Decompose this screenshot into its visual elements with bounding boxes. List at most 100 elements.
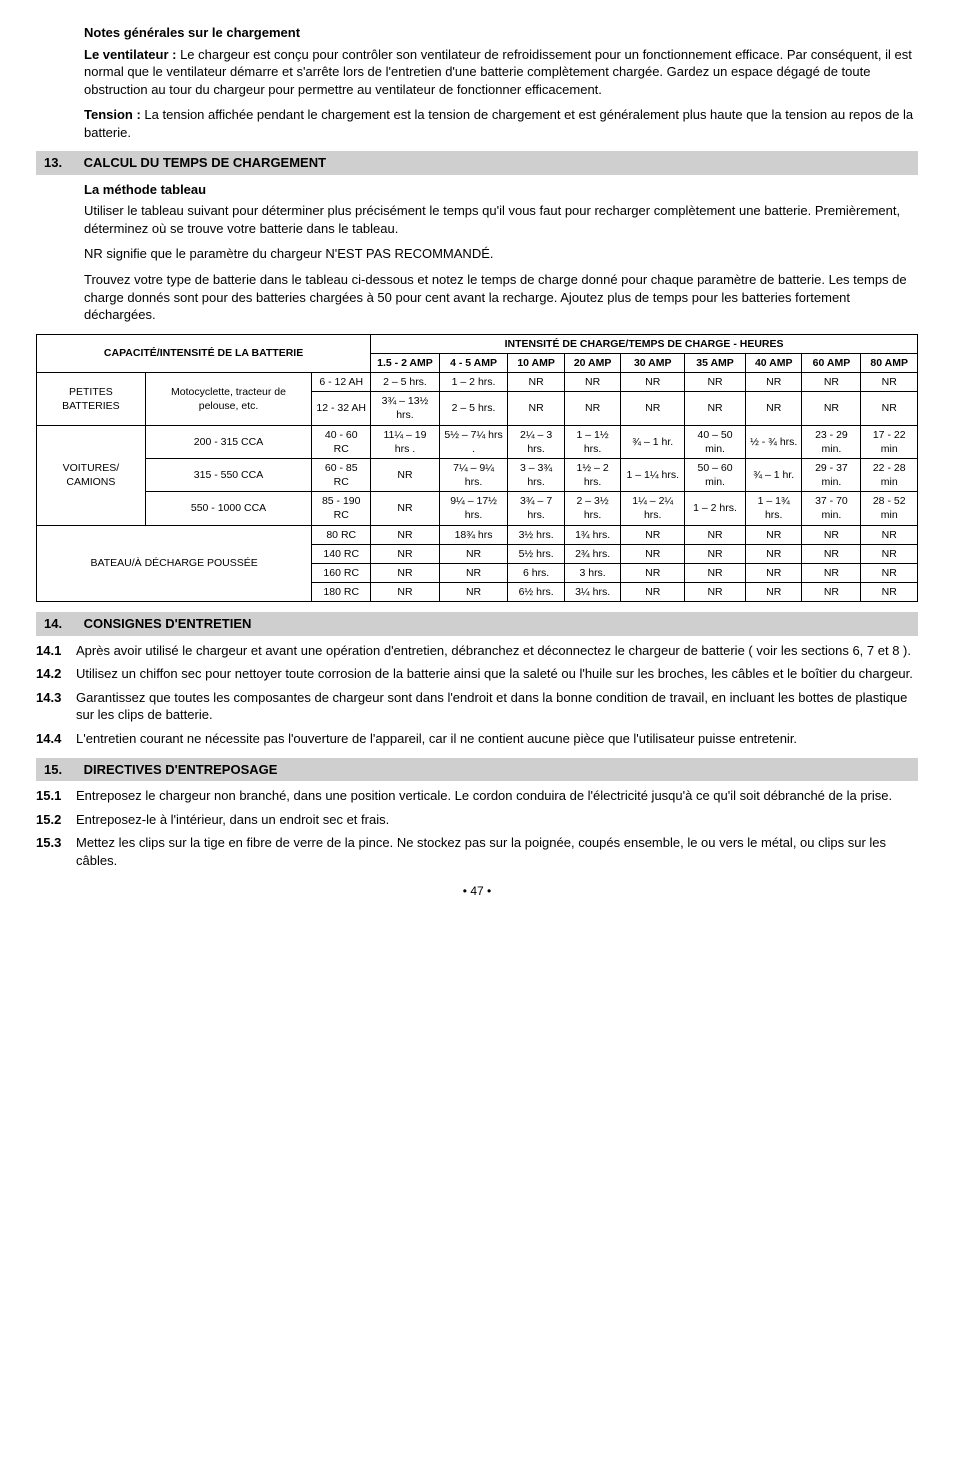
data-cell: 7¼ – 9¼ hrs. <box>439 458 508 491</box>
sec15-title: DIRECTIVES D'ENTREPOSAGE <box>84 762 278 777</box>
sec15-items: 15.1Entreposez le chargeur non branché, … <box>36 787 918 869</box>
data-cell: NR <box>861 373 918 392</box>
data-cell: 22 - 28 min <box>861 458 918 491</box>
page-number: • 47 • <box>36 883 918 899</box>
amp-header-cell: 1.5 - 2 AMP <box>371 353 440 372</box>
numbered-item: 14.2Utilisez un chiffon sec pour nettoye… <box>36 665 918 683</box>
sec13-body: La méthode tableau Utiliser le tableau s… <box>84 181 918 324</box>
data-cell: NR <box>564 373 621 392</box>
rc-cell: 140 RC <box>312 544 371 563</box>
group-petites: PETITES BATTERIES <box>37 373 146 426</box>
data-cell: NR <box>861 544 918 563</box>
data-cell: 9¼ – 17½ hrs. <box>439 492 508 525</box>
data-cell: NR <box>508 392 565 425</box>
data-cell: 11¼ – 19 hrs . <box>371 425 440 458</box>
data-cell: 3 hrs. <box>564 563 621 582</box>
group-voitures: VOITURES/ CAMIONS <box>37 425 146 525</box>
data-cell: 1¼ – 2¼ hrs. <box>621 492 685 525</box>
notes-block: Notes générales sur le chargement Le ven… <box>84 24 918 141</box>
rating-cell: 200 - 315 CCA <box>145 425 312 458</box>
data-cell: NR <box>439 544 508 563</box>
item-number: 14.3 <box>36 689 76 724</box>
data-cell: NR <box>621 525 685 544</box>
data-cell: NR <box>685 525 746 544</box>
data-cell: NR <box>564 392 621 425</box>
numbered-item: 15.2Entreposez-le à l'intérieur, dans un… <box>36 811 918 829</box>
amp-header-cell: 35 AMP <box>685 353 746 372</box>
item-number: 14.2 <box>36 665 76 683</box>
table-row: VOITURES/ CAMIONS 200 - 315 CCA 40 - 60 … <box>37 425 918 458</box>
item-number: 15.2 <box>36 811 76 829</box>
data-cell: NR <box>621 544 685 563</box>
data-cell: NR <box>802 583 861 602</box>
data-cell: 37 - 70 min. <box>802 492 861 525</box>
data-cell: 5½ hrs. <box>508 544 565 563</box>
sec13-title: CALCUL DU TEMPS DE CHARGEMENT <box>84 155 326 170</box>
sec15-num: 15. <box>44 761 80 779</box>
item-text: Entreposez le chargeur non branché, dans… <box>76 787 918 805</box>
data-cell: NR <box>621 563 685 582</box>
rc-cell: 60 - 85 RC <box>312 458 371 491</box>
data-cell: NR <box>802 392 861 425</box>
data-cell: NR <box>508 373 565 392</box>
data-cell: 2¾ hrs. <box>564 544 621 563</box>
notes-p2: Tension : La tension affichée pendant le… <box>84 106 918 141</box>
data-cell: NR <box>802 563 861 582</box>
item-number: 15.3 <box>36 834 76 869</box>
rating-cell: 6 - 12 AH <box>312 373 371 392</box>
data-cell: 28 - 52 min <box>861 492 918 525</box>
item-text: Mettez les clips sur la tige en fibre de… <box>76 834 918 869</box>
data-cell: 3¾ – 13½ hrs. <box>371 392 440 425</box>
data-cell: NR <box>371 492 440 525</box>
numbered-item: 15.3Mettez les clips sur la tige en fibr… <box>36 834 918 869</box>
data-cell: 3 – 3¾ hrs. <box>508 458 565 491</box>
data-cell: NR <box>745 563 802 582</box>
numbered-item: 15.1Entreposez le chargeur non branché, … <box>36 787 918 805</box>
data-cell: NR <box>371 458 440 491</box>
data-cell: 1 – 1¾ hrs. <box>745 492 802 525</box>
data-cell: 1½ – 2 hrs. <box>564 458 621 491</box>
rating-cell: 315 - 550 CCA <box>145 458 312 491</box>
data-cell: NR <box>685 563 746 582</box>
section-13-bar: 13. CALCUL DU TEMPS DE CHARGEMENT <box>36 151 918 175</box>
data-cell: 1 – 2 hrs. <box>439 373 508 392</box>
data-cell: NR <box>861 583 918 602</box>
data-cell: 5½ – 7¼ hrs . <box>439 425 508 458</box>
data-cell: 1 – 1½ hrs. <box>564 425 621 458</box>
data-cell: NR <box>621 392 685 425</box>
amp-header-cell: 40 AMP <box>745 353 802 372</box>
sec13-subhead: La méthode tableau <box>84 181 918 199</box>
data-cell: NR <box>439 563 508 582</box>
rc-cell: 85 - 190 RC <box>312 492 371 525</box>
item-text: Garantissez que toutes les composantes d… <box>76 689 918 724</box>
data-cell: 23 - 29 min. <box>802 425 861 458</box>
item-text: Entreposez-le à l'intérieur, dans un end… <box>76 811 918 829</box>
sec13-p2: NR signifie que le paramètre du chargeur… <box>84 245 918 263</box>
data-cell: NR <box>802 373 861 392</box>
amp-header-cell: 4 - 5 AMP <box>439 353 508 372</box>
data-cell: 6½ hrs. <box>508 583 565 602</box>
section-15-bar: 15. DIRECTIVES D'ENTREPOSAGE <box>36 758 918 782</box>
rating-cell: 12 - 32 AH <box>312 392 371 425</box>
data-cell: 2¼ – 3 hrs. <box>508 425 565 458</box>
sec14-items: 14.1Après avoir utilisé le chargeur et a… <box>36 642 918 748</box>
data-cell: 40 – 50 min. <box>685 425 746 458</box>
table-row: 550 - 1000 CCA 85 - 190 RC NR 9¼ – 17½ h… <box>37 492 918 525</box>
rc-cell: 80 RC <box>312 525 371 544</box>
amp-header-cell: 80 AMP <box>861 353 918 372</box>
group-bateau: BATEAU/À DÉCHARGE POUSSÉE <box>37 525 312 602</box>
data-cell: NR <box>745 373 802 392</box>
rc-cell: 180 RC <box>312 583 371 602</box>
data-cell: ½ - ¾ hrs. <box>745 425 802 458</box>
data-cell: NR <box>685 544 746 563</box>
data-cell: 29 - 37 min. <box>802 458 861 491</box>
sec14-num: 14. <box>44 615 80 633</box>
data-cell: ¾ – 1 hr. <box>621 425 685 458</box>
notes-p1-lead: Le ventilateur : <box>84 47 176 62</box>
numbered-item: 14.1Après avoir utilisé le chargeur et a… <box>36 642 918 660</box>
notes-p1-body: Le chargeur est conçu pour contrôler son… <box>84 47 912 97</box>
data-cell: NR <box>371 525 440 544</box>
data-cell: 1 – 1¼ hrs. <box>621 458 685 491</box>
data-cell: NR <box>745 544 802 563</box>
data-cell: NR <box>685 373 746 392</box>
